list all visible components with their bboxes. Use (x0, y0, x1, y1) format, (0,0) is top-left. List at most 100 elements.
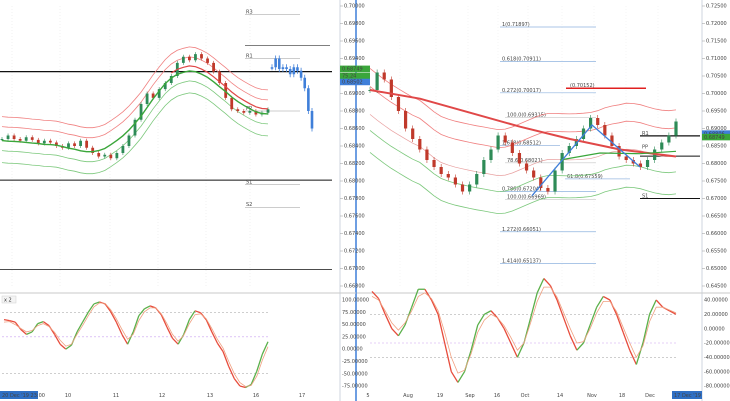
candle-body (97, 153, 101, 157)
x-tick-label: 20 Dec '19 23:00 (2, 393, 45, 399)
candle-body (425, 149, 429, 160)
oscillator-main-line (556, 299, 565, 319)
fibonacci-label: 0.618(0.70911) (502, 57, 541, 63)
y-tick-label: -75.00000 (342, 384, 368, 390)
left-oscillator-panel (0, 294, 340, 390)
oscillator-main-line (437, 314, 446, 344)
candle-body (674, 121, 678, 136)
oscillator-main-line (205, 319, 213, 333)
y-tick-label: 0.68000 (344, 179, 365, 185)
oscillator-main-line (9, 320, 16, 323)
oscillator-main-line (391, 328, 399, 337)
y-tick-label: 0.71000 (706, 56, 727, 62)
price-tag (702, 130, 730, 137)
candle-body (24, 137, 28, 141)
candle-body (169, 76, 173, 83)
candle-body (67, 143, 70, 148)
candle-body (603, 125, 607, 136)
oscillator-main-line (397, 324, 406, 337)
candle-body (460, 184, 465, 192)
y-tick-label: 0.70000 (344, 4, 365, 10)
pivot-label: S2 (246, 202, 252, 208)
x-tick-label: 11 (113, 393, 119, 399)
projection-candle (270, 67, 274, 69)
candle-body (145, 93, 149, 104)
fibonacci-label: 100.0(0.69315) (507, 112, 546, 118)
pivot-label: R1 (246, 53, 253, 59)
candle-body (411, 128, 415, 139)
oscillator-main-line (65, 344, 72, 350)
left-time-axis[interactable]: 20 Dec '19 23:00 10 11 12 13 16 17 (0, 391, 305, 399)
envelope-lower-inner (369, 130, 677, 193)
oscillator-main-line (371, 290, 380, 300)
envelope-upper-inner (369, 86, 677, 149)
projection-candle (281, 67, 285, 69)
fibonacci-label: 1.414(0.65137) (502, 259, 541, 265)
oscillator-main-line (211, 331, 219, 344)
left-price-axis[interactable]: 0.700000.698000.696000.694000.692000.690… (340, 4, 370, 290)
oscillator-main-line (26, 331, 33, 335)
oscillator-main-line (183, 319, 190, 335)
candle-body (496, 135, 500, 150)
oscillator-main-line (82, 311, 89, 323)
candle-body (18, 139, 22, 141)
candle-body (539, 177, 543, 188)
left-oscillator-axis[interactable]: 100.00000 75.00000 50.00000 25.00000 0.00000… (342, 298, 369, 390)
projection-candle (277, 58, 281, 69)
candle-body (418, 139, 422, 150)
envelope-lower-outer (369, 152, 677, 215)
candle-body (36, 139, 40, 144)
right-time-axis[interactable]: 5 Aug 19 Sep 16 Oct 14 Nov 18 Dec 17 Dec '19 (366, 391, 702, 399)
oscillator-main-line (53, 334, 61, 345)
oscillator-main-line (655, 299, 664, 308)
oscillator-main-line (256, 353, 264, 372)
fibonacci-label: 0.272(0.70017) (502, 88, 541, 94)
oscillator-main-line (132, 315, 140, 333)
x-tick-label: 16 (253, 393, 259, 399)
y-tick-label: 25.00000 (342, 334, 366, 340)
y-tick-label: 0.64500 (706, 284, 727, 290)
candle-body (48, 140, 52, 143)
candle-body (133, 119, 137, 136)
candle-body (489, 149, 493, 160)
candle-body (73, 143, 76, 146)
candle-body (127, 135, 131, 146)
y-tick-label: 0.65500 (706, 249, 727, 255)
y-tick-label: -40.00000 (704, 355, 730, 361)
moving-average-green (559, 150, 677, 161)
oscillator-main-line (563, 317, 571, 337)
price-tag-label: 0.68749 (704, 135, 725, 141)
candle-body (218, 71, 222, 83)
oscillator-main-line (444, 342, 452, 372)
oscillator-main-line (228, 366, 235, 379)
y-tick-label: 40.00000 (704, 298, 728, 304)
y-tick-label: 0.69800 (344, 21, 365, 27)
moving-average-green (1, 70, 269, 153)
y-tick-label: 0.71500 (706, 39, 727, 45)
y-tick-label: 0.00000 (704, 326, 725, 332)
price-tag (702, 133, 730, 141)
oscillator-main-line (160, 314, 168, 328)
oscillator-main-line (87, 303, 95, 313)
price-tag (340, 72, 370, 80)
x-tick-label: 19 (437, 393, 443, 399)
candle-body (103, 154, 107, 157)
x-tick-label: 16 (494, 393, 500, 399)
y-tick-label: 0.67600 (344, 214, 365, 220)
oscillator-main-line (596, 296, 604, 308)
right-oscillator-axis[interactable]: 40.00000 20.00000 0.00000 -20.00000 -40.0000… (704, 298, 730, 390)
y-tick-label: 0.70000 (706, 91, 727, 97)
pivot-label: PP (642, 145, 648, 151)
oscillator-main-line (126, 331, 134, 345)
right-price-axis[interactable]: 0.72500 0.72000 0.71500 0.71000 0.70500 0.700… (702, 4, 730, 290)
oscillator-main-line (635, 342, 644, 365)
right-chart-plot[interactable]: 1(0.71897) 0.618(0.70911) 0.272(0.70017) 10… (368, 6, 700, 286)
projection-candle (310, 111, 314, 129)
oscillator-main-line (216, 342, 224, 352)
oscillator-main-line (424, 288, 433, 301)
y-tick-label: 0.69500 (706, 109, 727, 115)
candle-body (446, 174, 450, 178)
oscillator-legend[interactable]: x 2 (4, 298, 12, 304)
